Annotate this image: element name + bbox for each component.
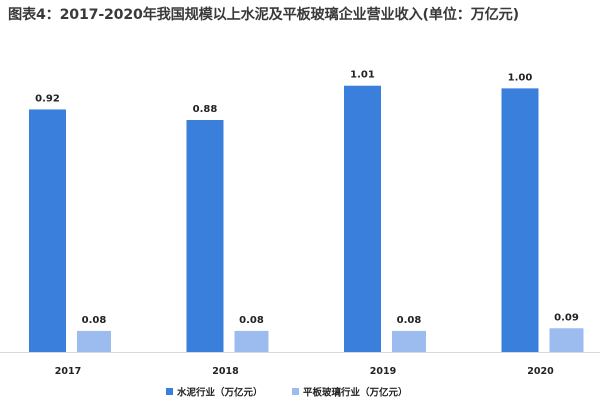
chart-title: 图表4：2017-2020年我国规模以上水泥及平板玻璃企业营业收入(单位：万亿元… [8,7,519,23]
legend-label-glass: 平板玻璃行业（万亿元） [303,387,408,399]
x-tick-label: 2018 [212,366,239,377]
bar-glass [234,330,269,352]
bar-cement [29,109,66,352]
x-tick-label: 2019 [370,366,396,377]
data-label-glass: 0.08 [397,315,422,326]
legend-label-cement: 水泥行业（万亿元） [177,387,263,399]
bar-glass [392,330,426,352]
data-label-glass: 0.09 [554,312,579,323]
bar-cement [186,120,224,352]
data-label-cement: 0.92 [35,93,60,104]
legend-swatch-glass [292,388,299,395]
data-label-glass: 0.08 [82,315,107,326]
data-label-cement: 0.88 [193,104,218,115]
bar-glass [77,330,111,352]
bar-cement [501,88,539,352]
x-tick-label: 2017 [55,366,81,377]
data-label-glass: 0.08 [239,315,264,326]
legend-swatch-cement [166,388,173,395]
bar-cement [344,85,381,353]
data-label-cement: 1.00 [508,72,533,83]
x-tick-label: 2020 [527,366,554,377]
bar-glass [549,328,584,352]
data-label-cement: 1.01 [350,70,375,81]
